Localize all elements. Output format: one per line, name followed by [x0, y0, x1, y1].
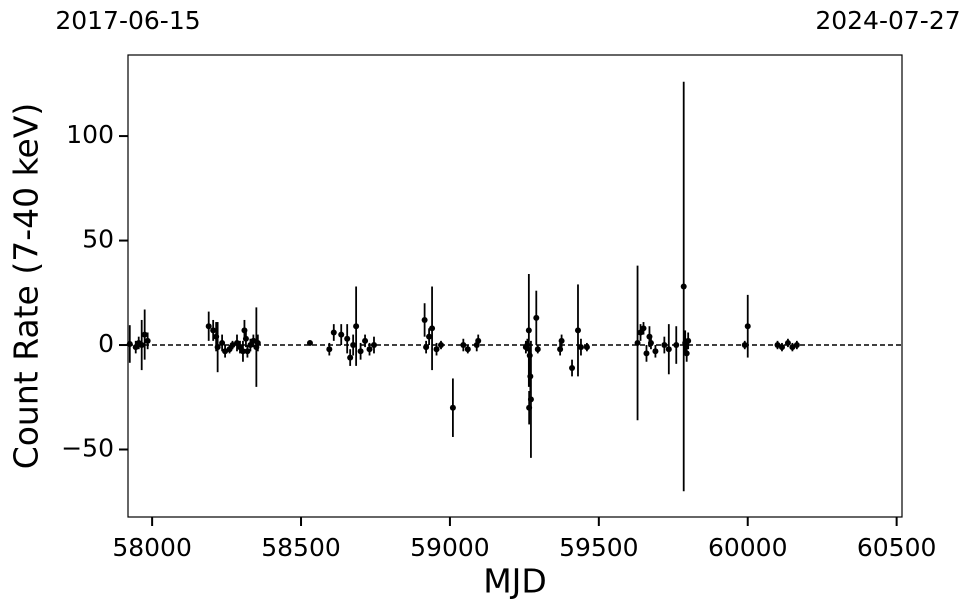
data-point: [475, 337, 482, 344]
data-point: [774, 342, 781, 349]
data-point: [652, 348, 659, 355]
data-point: [741, 342, 748, 349]
data-point: [214, 344, 221, 351]
y-tick-label: −50: [61, 434, 114, 463]
data-point: [421, 316, 428, 323]
data-point: [449, 404, 456, 411]
top-date-label: 2024-07-27: [815, 6, 960, 35]
data-point: [426, 333, 433, 340]
data-point: [784, 339, 791, 346]
x-tick-label: 59000: [410, 533, 490, 562]
data-point: [525, 327, 532, 334]
data-point: [778, 344, 785, 351]
data-point: [226, 346, 233, 353]
data-point: [533, 314, 540, 321]
data-point: [350, 342, 357, 349]
data-point: [569, 365, 576, 372]
x-axis-label: MJD: [483, 562, 547, 601]
top-date-label: 2017-06-15: [55, 6, 200, 35]
x-tick-label: 58500: [261, 533, 341, 562]
data-point: [219, 339, 226, 346]
data-point: [640, 325, 647, 332]
data-point: [138, 342, 145, 349]
data-point: [433, 346, 440, 353]
data-point: [577, 344, 584, 351]
data-point: [437, 342, 444, 349]
data-point: [132, 344, 139, 351]
data-point: [526, 404, 533, 411]
x-tick-label: 58000: [112, 533, 192, 562]
data-point: [366, 346, 373, 353]
data-point: [353, 323, 360, 330]
data-point: [239, 348, 246, 355]
data-point: [744, 323, 751, 330]
data-point: [789, 344, 796, 351]
data-point: [347, 354, 354, 361]
data-point: [330, 329, 337, 336]
x-tick-label: 59500: [559, 533, 639, 562]
data-point: [643, 350, 650, 357]
data-point: [665, 346, 672, 353]
data-point: [673, 342, 680, 349]
data-point: [685, 337, 692, 344]
data-point: [233, 339, 240, 346]
data-point: [141, 331, 148, 338]
data-point: [526, 352, 533, 359]
data-point: [222, 348, 229, 355]
y-tick-label: 100: [66, 120, 114, 149]
data-point: [357, 348, 364, 355]
data-point: [254, 339, 261, 346]
data-point: [637, 329, 644, 336]
data-point: [460, 342, 467, 349]
data-point: [557, 346, 564, 353]
data-point: [429, 325, 436, 332]
data-point: [793, 342, 800, 349]
data-point: [423, 344, 430, 351]
data-point: [583, 344, 590, 351]
data-point: [210, 327, 217, 334]
data-point: [242, 335, 249, 342]
data-point: [326, 346, 333, 353]
data-point: [229, 342, 236, 349]
data-point: [634, 339, 641, 346]
data-point: [464, 346, 471, 353]
data-point: [534, 346, 541, 353]
x-tick-label: 60000: [708, 533, 788, 562]
data-point: [247, 342, 254, 349]
data-point: [236, 344, 243, 351]
plot-frame: [127, 54, 903, 518]
y-tick-label: 0: [98, 329, 114, 358]
data-point: [338, 331, 345, 338]
data-point: [144, 337, 151, 344]
data-point: [250, 337, 257, 344]
data-point: [683, 350, 690, 357]
data-point: [244, 348, 251, 355]
x-tick-label: 60500: [857, 533, 937, 562]
data-point: [661, 342, 668, 349]
data-point: [306, 339, 313, 346]
data-point: [205, 323, 212, 330]
data-point: [647, 339, 654, 346]
data-point: [126, 340, 133, 347]
data-point: [370, 342, 377, 349]
y-tick-label: 50: [82, 225, 114, 254]
data-point: [558, 337, 565, 344]
data-point: [344, 335, 351, 342]
data-point: [362, 337, 369, 344]
data-point: [680, 283, 687, 290]
y-axis-label: Count Rate (7-40 keV): [7, 103, 46, 470]
data-point: [574, 327, 581, 334]
